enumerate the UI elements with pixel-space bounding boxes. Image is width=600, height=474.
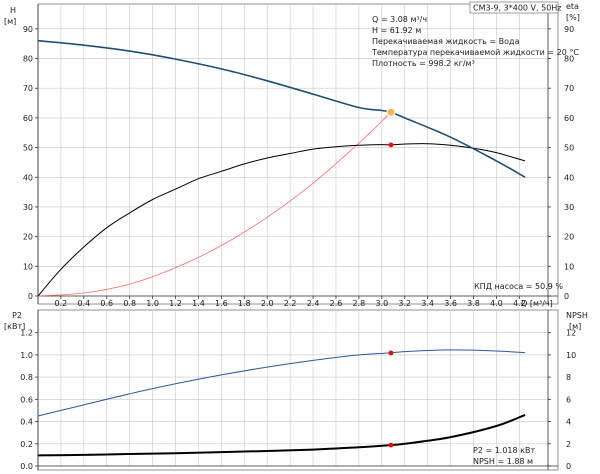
top-right-axis-unit: [%] [566,13,580,22]
top-x-tick-label: 3.8 [467,299,480,308]
top-x-tick-label: 1.0 [146,299,159,308]
top-left-tick-label: 10 [23,262,33,271]
bottom-right-tick-label: 0 [566,462,571,471]
top-x-tick-label: 3.0 [375,299,388,308]
top-x-tick-label: 3.4 [421,299,434,308]
top-x-tick-label: 1.2 [169,299,182,308]
bottom-left-tick-label: 0.8 [20,373,33,382]
pump-name-box [469,1,559,14]
bottom-left-axis-title: P2 [12,311,22,320]
system-curve [37,111,392,297]
bottom-right-tick-label: 8 [566,373,571,382]
top-left-tick-label: 20 [23,233,33,242]
top-right-tick-label: 60 [564,114,574,123]
top-series [37,39,526,297]
info-line-head: H = 61.92 м [372,26,421,35]
info-line-liquid: Перекачиваемая жидкость = Вода [372,37,520,46]
info-line-temperature: Температура перекачиваемой жидкости = 20… [371,48,579,57]
top-x-tick-label: 2.0 [261,299,274,308]
bottom-grid [38,310,548,467]
top-x-tick-label: 2.6 [330,299,343,308]
bottom-left-tick-label: 1.0 [20,351,33,360]
bottom-left-tick-label: 1.2 [20,329,33,338]
top-x-tick-label: 2.8 [353,299,366,308]
top-x-tick-label: 1.4 [192,299,205,308]
bottom-left-tick-label: 0.2 [20,440,33,449]
top-x-tick-label: 1.8 [238,299,251,308]
duty-point-p2-marker [388,350,394,356]
top-right-tick-label: 90 [564,25,574,34]
bottom-right-tick-label: 4 [566,418,571,427]
info-line-npsh: NPSH = 1.88 м [473,457,533,466]
duty-point-head-marker [386,107,396,117]
bottom-right-tick-label: 12 [566,329,576,338]
top-x-tick-label: 0.8 [123,299,136,308]
top-x-tick-label: 2.4 [307,299,320,308]
top-right-tick-label: 50 [564,144,574,153]
top-x-tick-label: 3.6 [444,299,457,308]
top-ticks: 0.2 0.4 0.6 0.8 1.0 1.2 1.4 1.6 1.8 2.0 2.2 2.4 2.6 2… [23,25,574,308]
top-right-tick-label: 80 [564,55,574,64]
top-right-tick-label: 20 [564,233,574,242]
info-line-p2: P2 = 1.018 кВт [473,446,535,455]
top-x-tick-label: 0.6 [100,299,113,308]
head-curve [37,39,526,178]
top-right-tick-label: 0 [564,292,569,301]
top-left-axis-unit: [м] [4,17,16,26]
top-right-axis-title: eta [566,2,579,11]
info-line-flow: Q = 3.08 м³/ч [372,15,427,24]
power-p2-curve [37,349,526,417]
top-x-tick-label: 0.4 [77,299,90,308]
top-left-tick-label: 30 [23,203,33,212]
duty-point-eta-marker [388,142,394,148]
top-left-tick-label: 40 [23,173,33,182]
bottom-right-axis-title: NPSH [566,311,588,320]
top-x-tick-label: 1.6 [215,299,228,308]
bottom-left-tick-label: 0.6 [20,395,33,404]
top-x-tick-label: 4.0 [490,299,503,308]
bottom-right-tick-label: 6 [566,395,571,404]
efficiency-curve [37,143,526,297]
top-x-tick-label: 2.2 [284,299,297,308]
top-x-tick-label: 4.2 [513,299,526,308]
bottom-right-tick-label: 10 [566,351,576,360]
top-left-tick-label: 60 [23,114,33,123]
top-left-tick-label: 50 [23,144,33,153]
top-x-tick-label: 0.2 [55,299,68,308]
bottom-right-tick-label: 2 [566,440,571,449]
bottom-right-axis-unit: [м] [569,322,581,331]
efficiency-label: КПД насоса = 50.9 % [474,282,563,291]
npsh-curve [37,413,526,457]
bottom-left-tick-label: 0.4 [20,418,33,427]
top-x-tick-label: 3.2 [398,299,411,308]
bottom-ticks: 0.0 0.2 0.4 0.6 0.8 1.0 1.2 0 2 4 6 8 10 12 [20,329,576,471]
top-left-tick-label: 90 [23,25,33,34]
top-right-tick-label: 40 [564,173,574,182]
top-right-tick-label: 10 [564,262,574,271]
bottom-series [37,349,526,457]
top-left-tick-label: 80 [23,55,33,64]
info-line-density: Плотность = 998.2 кг/м³ [372,59,475,68]
top-left-tick-label: 0 [28,292,33,301]
bottom-left-axis-unit: [кВт] [4,322,25,331]
top-left-axis-title: H [10,6,16,15]
top-right-tick-label: 30 [564,203,574,212]
top-left-tick-label: 70 [23,84,33,93]
top-right-tick-label: 70 [564,84,574,93]
bottom-left-tick-label: 0.0 [20,462,33,471]
duty-point-npsh-marker [388,442,394,448]
pump-name: CM3-9, 3*400 V, 50Hz [473,4,562,13]
top-x-axis-title: Q [м³/ч] [521,299,553,308]
